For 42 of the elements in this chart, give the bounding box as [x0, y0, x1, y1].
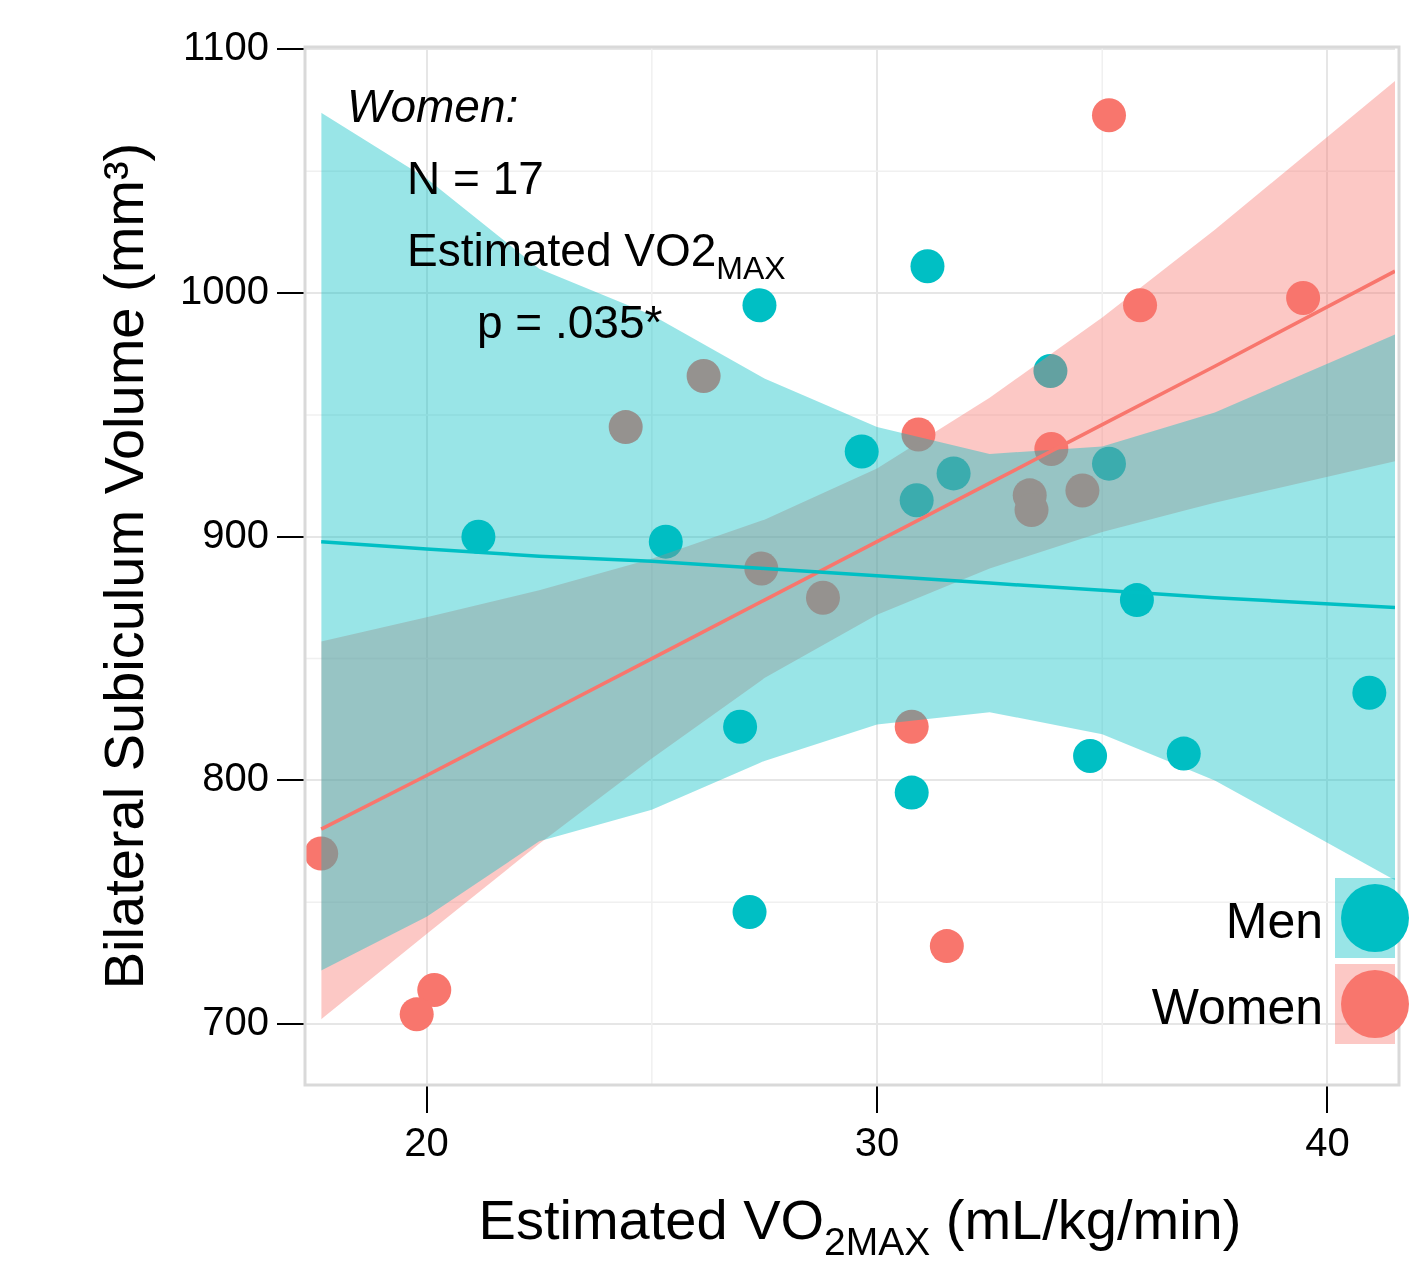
point	[894, 775, 929, 810]
point	[894, 709, 929, 744]
y-tick-label: 1000	[180, 268, 269, 313]
x-tick-label: 40	[1305, 1120, 1350, 1165]
point	[1166, 736, 1201, 771]
point	[1033, 354, 1068, 389]
point	[1123, 288, 1158, 323]
point	[608, 410, 643, 445]
point	[1091, 446, 1126, 481]
point	[910, 249, 945, 284]
point	[648, 524, 683, 559]
y-axis-title: Bilateral Subiculum Volume (mm³)	[92, 142, 155, 990]
annotation: p = .035*	[477, 296, 663, 348]
point	[1286, 280, 1321, 315]
point	[723, 709, 758, 744]
point	[417, 972, 452, 1007]
y-tick-label: 800	[202, 755, 269, 800]
point	[805, 580, 840, 615]
point	[929, 929, 964, 964]
legend-label: Men	[1225, 893, 1323, 949]
point	[686, 358, 721, 393]
annotation: N = 17	[407, 152, 544, 204]
point	[844, 434, 879, 469]
point	[732, 895, 767, 929]
y-tick-label: 900	[202, 511, 269, 556]
point	[1091, 98, 1126, 133]
point	[1073, 739, 1108, 774]
point	[901, 417, 936, 452]
point	[1352, 675, 1387, 710]
point	[305, 836, 339, 871]
point	[742, 288, 777, 323]
point	[399, 997, 434, 1032]
point	[936, 456, 971, 491]
legend-label: Women	[1151, 979, 1324, 1035]
point	[1065, 473, 1100, 508]
x-tick-label: 20	[404, 1120, 449, 1165]
point	[899, 483, 934, 518]
x-tick-label: 30	[854, 1120, 900, 1165]
y-tick-label: 700	[202, 999, 269, 1044]
y-tick-label: 1100	[182, 24, 269, 69]
annotation: Women:	[347, 80, 519, 132]
point	[461, 519, 496, 554]
